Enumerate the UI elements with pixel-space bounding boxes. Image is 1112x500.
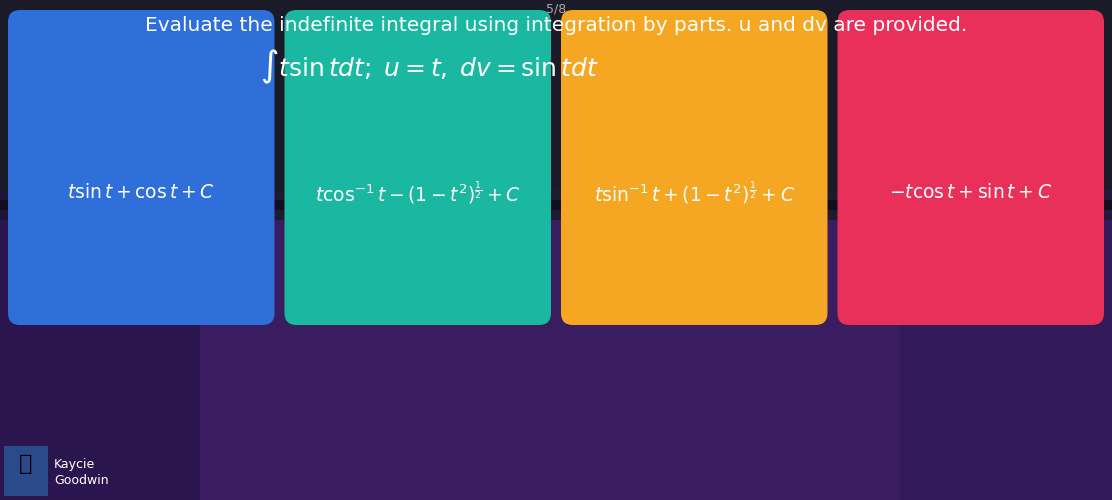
FancyBboxPatch shape [900,190,1112,500]
FancyBboxPatch shape [0,200,1112,210]
Text: Kaycie
Goodwin: Kaycie Goodwin [54,458,109,487]
Text: Evaluate the indefinite integral using integration by parts. u and dv are provid: Evaluate the indefinite integral using i… [145,16,967,35]
Text: 5/8: 5/8 [546,2,566,15]
Text: $t\cos^{-1}t - (1-t^2)^{\frac{1}{2}} + C$: $t\cos^{-1}t - (1-t^2)^{\frac{1}{2}} + C… [315,180,520,206]
Text: $t \sin t + \cos t + C$: $t \sin t + \cos t + C$ [68,183,215,202]
FancyBboxPatch shape [0,190,200,500]
FancyBboxPatch shape [0,0,1112,220]
FancyBboxPatch shape [8,10,275,325]
Text: 🦁: 🦁 [19,454,32,474]
Text: $\int t \sin tdt;\; u = t,\; dv = \sin tdt$: $\int t \sin tdt;\; u = t,\; dv = \sin t… [260,48,599,86]
FancyBboxPatch shape [285,10,552,325]
FancyBboxPatch shape [4,446,48,496]
FancyBboxPatch shape [0,190,1112,500]
Text: $t\sin^{-1}t + (1-t^2)^{\frac{1}{2}} + C$: $t\sin^{-1}t + (1-t^2)^{\frac{1}{2}} + C… [594,180,795,206]
FancyBboxPatch shape [560,10,827,325]
FancyBboxPatch shape [837,10,1104,325]
Text: $-t\cos t + \sin t + C$: $-t\cos t + \sin t + C$ [890,183,1052,202]
